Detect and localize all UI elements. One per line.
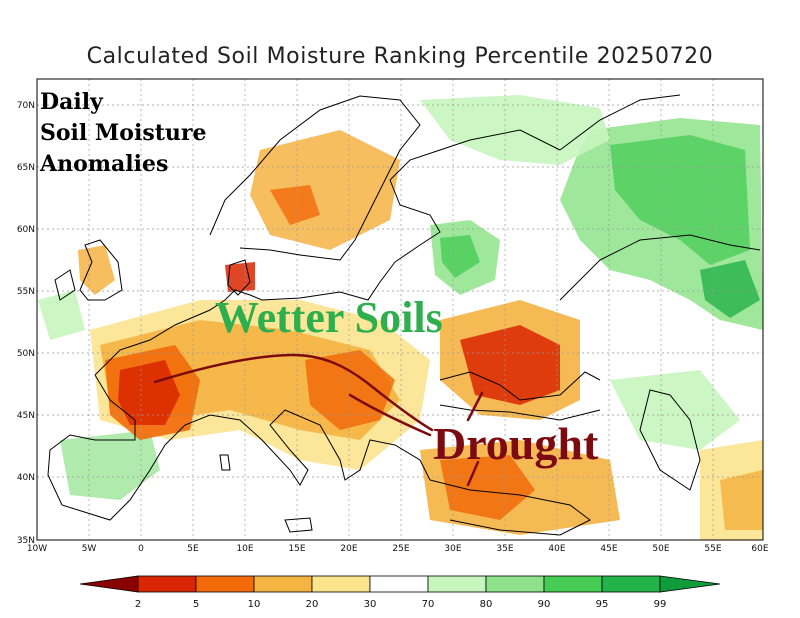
colorbar-swatch bbox=[137, 575, 197, 593]
colorbar-swatch bbox=[369, 575, 429, 593]
drought-arrow-central bbox=[348, 393, 432, 437]
lat-label: 40N bbox=[17, 473, 35, 483]
lat-label: 60N bbox=[17, 225, 35, 235]
dry-area-balkans bbox=[305, 350, 395, 430]
wet-area-scandinavia bbox=[420, 95, 610, 165]
lon-label: 15E bbox=[288, 544, 305, 554]
graticule bbox=[37, 79, 763, 540]
dry-area-france-core bbox=[118, 360, 180, 425]
lat-label: 35N bbox=[17, 536, 35, 546]
lat-label: 50N bbox=[17, 349, 35, 359]
lon-label: 20E bbox=[340, 544, 357, 554]
colorbar-swatch bbox=[485, 575, 545, 593]
wetter-soils-label: Wetter Soils bbox=[215, 293, 443, 342]
panel-line-soil-moisture: Soil Moisture bbox=[40, 120, 207, 146]
colorbar-swatch bbox=[195, 575, 255, 593]
dry-area-east-core bbox=[720, 470, 763, 530]
drought-arrow-west bbox=[153, 353, 434, 432]
map-frame bbox=[36, 78, 764, 541]
wet-area-caspian bbox=[610, 370, 740, 450]
colorbar bbox=[79, 575, 721, 593]
lon-label: 10W bbox=[27, 544, 47, 554]
colorbar-swatch bbox=[79, 575, 139, 593]
colorbar-swatch bbox=[427, 575, 487, 593]
wet-area-iberia bbox=[60, 430, 160, 500]
wet-area-atlantic bbox=[38, 290, 85, 340]
drought-arrows bbox=[153, 353, 484, 487]
lon-label: 55E bbox=[704, 544, 721, 554]
colorbar-label: 30 bbox=[364, 599, 377, 610]
colorbar-label: 2 bbox=[135, 599, 141, 610]
colorbar-label: 70 bbox=[422, 599, 435, 610]
colorbar-swatch bbox=[311, 575, 371, 593]
panel-line-anomalies: Anomalies bbox=[40, 151, 169, 177]
lon-label: 30E bbox=[444, 544, 461, 554]
lon-label: 60E bbox=[751, 544, 768, 554]
lon-label: 25E bbox=[392, 544, 409, 554]
panel-annotation: Daily Soil Moisture Anomalies bbox=[40, 87, 206, 180]
colorbar-label: 99 bbox=[654, 599, 667, 610]
lon-label: 40E bbox=[548, 544, 565, 554]
colorbar-labels: 2 5 10 20 30 70 80 90 95 99 bbox=[135, 599, 667, 610]
colorbar-label: 90 bbox=[538, 599, 551, 610]
colorbar-label: 95 bbox=[596, 599, 609, 610]
drought-arrow-north bbox=[466, 391, 484, 422]
drought-arrow-south bbox=[466, 460, 480, 487]
anomaly-field bbox=[38, 95, 763, 540]
dry-area-ukraine-core bbox=[460, 325, 560, 405]
colorbar-swatch bbox=[543, 575, 603, 593]
drought-label: Drought bbox=[433, 418, 599, 469]
lon-label: 10E bbox=[236, 544, 253, 554]
dry-area-turkey-core bbox=[440, 455, 535, 520]
lat-label: 70N bbox=[17, 101, 35, 111]
lon-label: 45E bbox=[600, 544, 617, 554]
map-title: Calculated Soil Moisture Ranking Percent… bbox=[86, 44, 714, 69]
lon-label: 50E bbox=[652, 544, 669, 554]
coastlines bbox=[47, 94, 761, 536]
dry-area-scandinavia-core bbox=[270, 185, 320, 225]
wet-area-baltic-core bbox=[440, 235, 480, 278]
colorbar-label: 10 bbox=[248, 599, 261, 610]
colorbar-label: 20 bbox=[306, 599, 319, 610]
lon-label: 5E bbox=[187, 544, 199, 554]
wet-area-russia-core bbox=[610, 135, 750, 265]
colorbar-label: 5 bbox=[193, 599, 199, 610]
dry-area-britain bbox=[78, 245, 115, 295]
lon-label: 0 bbox=[138, 544, 144, 554]
wet-area-russia-spot bbox=[700, 260, 760, 318]
lon-label: 35E bbox=[496, 544, 513, 554]
colorbar-swatch bbox=[253, 575, 313, 593]
panel-line-daily: Daily bbox=[40, 89, 103, 115]
lat-label: 45N bbox=[17, 411, 35, 421]
lat-label: 55N bbox=[17, 287, 35, 297]
colorbar-swatch bbox=[601, 575, 661, 593]
lon-label: 5W bbox=[82, 544, 97, 554]
lat-label: 65N bbox=[17, 163, 35, 173]
colorbar-swatch bbox=[659, 575, 721, 593]
colorbar-label: 80 bbox=[480, 599, 493, 610]
